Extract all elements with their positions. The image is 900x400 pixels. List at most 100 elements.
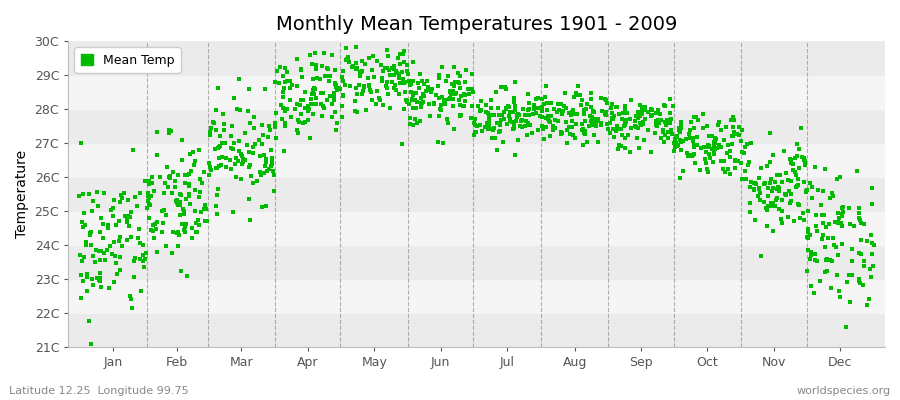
Point <box>171 242 185 249</box>
Point <box>379 83 393 89</box>
Point <box>341 57 356 64</box>
Point <box>306 86 320 93</box>
Point <box>731 158 745 164</box>
Point <box>454 92 469 99</box>
Point <box>349 60 364 66</box>
Point <box>203 164 218 170</box>
Point <box>641 109 655 115</box>
Point <box>293 102 308 108</box>
Point <box>500 121 514 128</box>
Point <box>275 116 290 122</box>
Point <box>78 242 93 248</box>
Point <box>638 107 652 113</box>
Point <box>636 104 651 110</box>
Point <box>714 144 728 151</box>
Point <box>511 111 526 118</box>
Point <box>301 32 315 39</box>
Point <box>765 188 779 194</box>
Point <box>452 96 466 103</box>
Point <box>612 126 626 132</box>
Point <box>599 108 614 115</box>
Point <box>462 90 476 97</box>
Point <box>242 149 256 155</box>
Point <box>674 147 688 153</box>
Point <box>817 166 832 173</box>
Point <box>472 122 487 128</box>
Point <box>212 144 227 150</box>
Point <box>266 188 281 194</box>
Point <box>538 123 553 130</box>
Point <box>276 88 291 95</box>
Point <box>291 100 305 107</box>
Point <box>667 140 681 146</box>
Point <box>441 73 455 79</box>
Point <box>777 148 791 154</box>
Point <box>308 86 322 92</box>
Point <box>632 144 646 151</box>
Point <box>652 111 667 118</box>
Point <box>189 220 203 226</box>
Point <box>290 126 304 133</box>
Point <box>278 64 293 71</box>
Point <box>408 97 422 103</box>
Point <box>823 257 837 264</box>
Point <box>518 112 532 118</box>
Point <box>742 209 757 215</box>
Point <box>292 119 306 125</box>
Point <box>525 130 539 136</box>
Point <box>436 99 451 105</box>
Point <box>229 174 243 180</box>
Point <box>603 105 617 111</box>
Point <box>220 155 234 161</box>
Point <box>508 103 522 110</box>
Point <box>178 171 193 178</box>
Point <box>403 88 418 95</box>
Point <box>127 274 141 281</box>
Point <box>294 67 309 74</box>
Point <box>74 272 88 278</box>
Point <box>228 160 242 167</box>
Point <box>210 210 224 217</box>
Point <box>562 124 576 130</box>
Point <box>336 93 350 100</box>
Point <box>738 167 752 174</box>
Point <box>758 180 772 187</box>
Point <box>801 247 815 254</box>
Point <box>212 133 227 139</box>
Point <box>687 152 701 158</box>
Point <box>142 178 157 184</box>
Point <box>346 62 360 69</box>
Point <box>808 212 823 218</box>
Point <box>208 146 222 152</box>
Point <box>688 159 702 166</box>
Point <box>567 111 581 118</box>
Point <box>631 125 645 131</box>
Point <box>629 113 643 119</box>
Point <box>156 220 170 226</box>
Point <box>538 94 553 100</box>
Point <box>782 188 796 194</box>
Point <box>418 87 433 94</box>
Point <box>158 243 173 250</box>
Point <box>712 142 726 148</box>
Point <box>454 112 468 118</box>
Point <box>831 210 845 216</box>
Point <box>427 101 441 108</box>
Point <box>453 84 467 91</box>
Point <box>171 229 185 236</box>
Point <box>392 91 407 97</box>
Point <box>265 154 279 161</box>
Point <box>188 158 202 164</box>
Point <box>851 278 866 284</box>
Point <box>610 123 625 129</box>
Point <box>829 244 843 250</box>
Point <box>409 90 423 96</box>
Point <box>94 248 108 254</box>
Point <box>652 119 666 126</box>
Point <box>864 239 878 246</box>
Point <box>159 212 174 218</box>
Point <box>182 182 196 189</box>
Point <box>124 209 139 215</box>
Point <box>75 258 89 264</box>
Point <box>458 79 473 85</box>
